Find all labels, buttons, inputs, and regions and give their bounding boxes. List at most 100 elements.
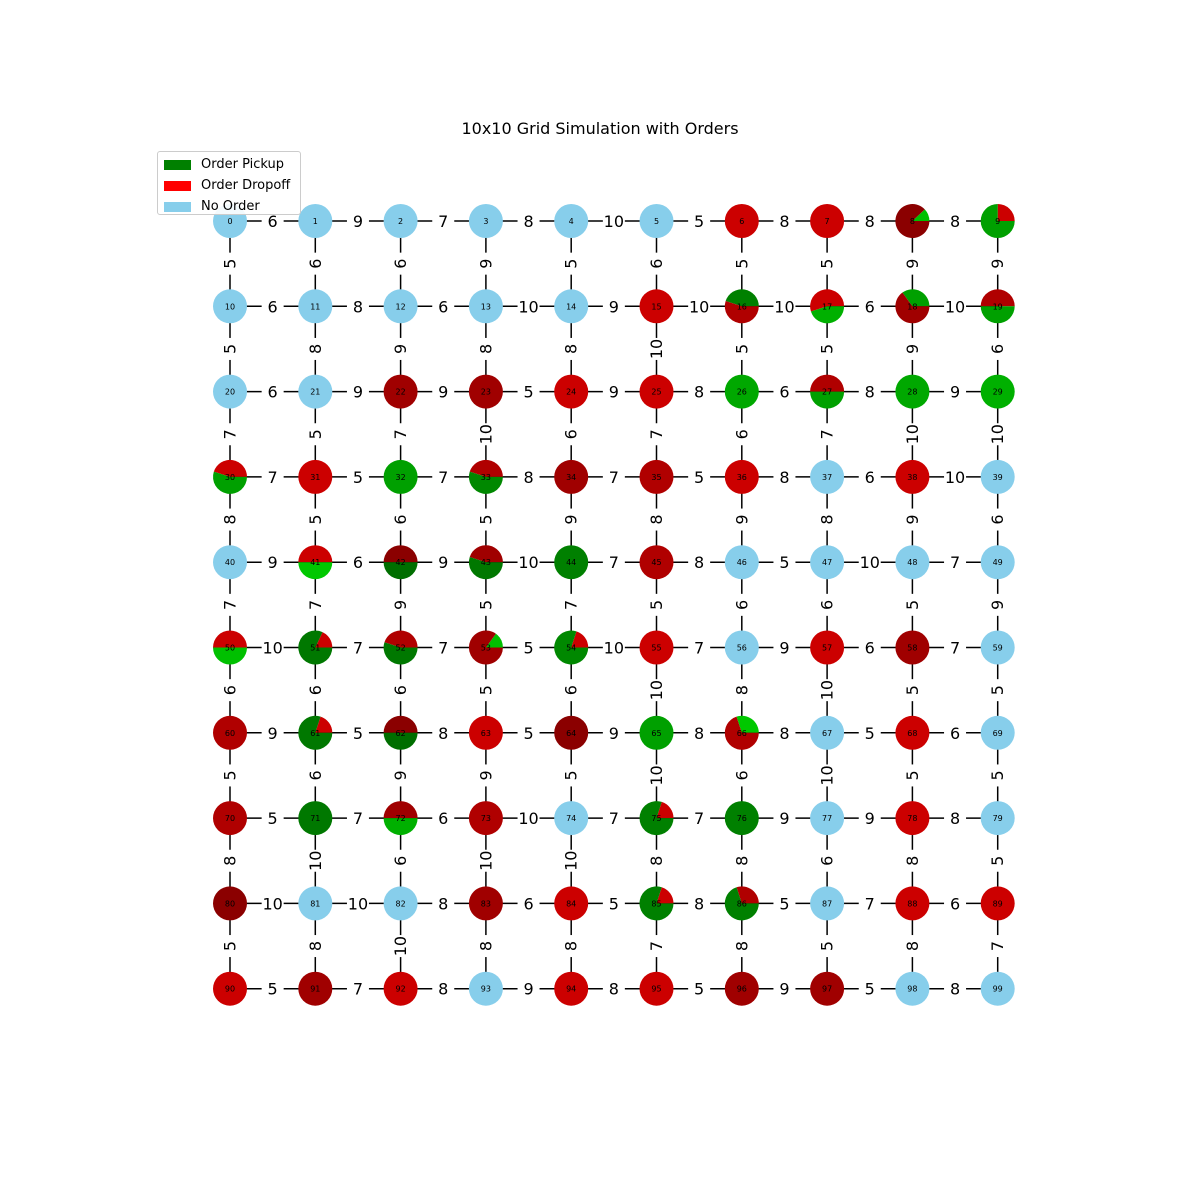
edge-label-bg bbox=[858, 978, 881, 999]
node-label: 35 bbox=[651, 473, 661, 482]
node-label: 14 bbox=[566, 302, 576, 311]
edge-label-bg bbox=[817, 337, 838, 360]
node-label: 46 bbox=[737, 558, 747, 567]
edge-label-bg bbox=[987, 508, 1008, 531]
edge-weight-label: 5 bbox=[865, 724, 875, 743]
edge-label-bg bbox=[688, 637, 711, 658]
node-42: 42 bbox=[383, 545, 418, 580]
edge-weight-label: 5 bbox=[903, 770, 922, 780]
node-label: 48 bbox=[907, 558, 917, 567]
node-49: 49 bbox=[980, 545, 1015, 580]
node-slice bbox=[315, 716, 333, 733]
edge-weight-label: 9 bbox=[609, 297, 619, 316]
edge-weight-label: 6 bbox=[562, 685, 581, 695]
edge-weight-label: 7 bbox=[950, 553, 960, 572]
edge-weight-label: 8 bbox=[950, 212, 960, 231]
node-slice bbox=[639, 715, 674, 750]
node-slice bbox=[383, 204, 418, 238]
node-slice bbox=[902, 289, 930, 307]
node-slice bbox=[383, 971, 418, 1006]
edge-label-bg bbox=[305, 423, 326, 446]
edge-label-bg bbox=[602, 211, 625, 231]
edge-weight-label: 5 bbox=[523, 639, 533, 658]
edge-label-bg bbox=[817, 508, 838, 531]
node-29: 29 bbox=[980, 374, 1015, 409]
node-label: 2 bbox=[398, 217, 403, 226]
edge-weight-label: 8 bbox=[562, 344, 581, 354]
node-slice bbox=[997, 204, 1015, 221]
edge-label-bg bbox=[475, 337, 496, 360]
node-label: 61 bbox=[310, 729, 320, 738]
edge-weight-label: 8 bbox=[865, 383, 875, 402]
edge-label-bg bbox=[817, 849, 838, 872]
edge-weight-label: 8 bbox=[221, 514, 240, 524]
edge-weight-label: 7 bbox=[647, 941, 666, 951]
edge-label-bg bbox=[602, 552, 625, 573]
node-label: 87 bbox=[822, 899, 832, 908]
node-slice bbox=[656, 887, 674, 904]
edge-weight-label: 8 bbox=[732, 941, 751, 951]
node-label: 10 bbox=[225, 302, 235, 311]
edge-weight-label: 9 bbox=[903, 514, 922, 524]
node-61: 61 bbox=[298, 715, 333, 750]
edge-label-bg bbox=[390, 679, 411, 702]
edge-weight-label: 10 bbox=[348, 894, 368, 913]
node-34: 34 bbox=[554, 459, 589, 494]
node-slice bbox=[980, 204, 1015, 238]
edge-label-bg bbox=[773, 466, 796, 487]
node-27: 27 bbox=[810, 374, 845, 409]
edge-label-bg bbox=[902, 252, 923, 275]
node-57: 57 bbox=[810, 630, 845, 665]
node-92: 92 bbox=[383, 971, 418, 1006]
edge-label-bg bbox=[346, 296, 369, 317]
node-slice bbox=[724, 459, 759, 494]
edge-label-bg bbox=[602, 466, 625, 487]
node-label: 28 bbox=[907, 388, 917, 397]
edge-weight-label: 6 bbox=[306, 259, 325, 269]
edge-weight-label: 7 bbox=[391, 429, 410, 439]
edge-label-bg bbox=[944, 978, 967, 999]
edge-weight-label: 7 bbox=[818, 429, 837, 439]
node-label: 71 bbox=[310, 814, 320, 823]
node-slice bbox=[213, 471, 247, 494]
node-slice bbox=[980, 886, 1015, 921]
node-label: 0 bbox=[227, 217, 232, 226]
node-label: 95 bbox=[651, 985, 661, 994]
edge-weight-label: 7 bbox=[438, 639, 448, 658]
edge-label-bg bbox=[902, 849, 923, 872]
node-87: 87 bbox=[810, 886, 845, 921]
edge-label-bg bbox=[817, 593, 838, 616]
edge-weight-label: 7 bbox=[694, 809, 704, 828]
edge-weight-label: 5 bbox=[306, 429, 325, 439]
edge-label-bg bbox=[390, 423, 411, 446]
edge-label-bg bbox=[390, 252, 411, 275]
node-slice bbox=[383, 715, 418, 733]
node-label: 69 bbox=[993, 729, 1003, 738]
edge-weight-label: 6 bbox=[865, 639, 875, 658]
legend-swatch-dropoff bbox=[164, 180, 191, 191]
edge-label-bg bbox=[561, 593, 582, 616]
node-slice bbox=[724, 204, 759, 238]
edge-label-bg bbox=[475, 593, 496, 616]
node-12: 12 bbox=[383, 289, 418, 324]
edge-weight-label: 9 bbox=[779, 639, 789, 658]
edge-weight-label: 10 bbox=[391, 936, 410, 956]
edge-weight-label: 5 bbox=[779, 894, 789, 913]
edge-label-bg bbox=[902, 423, 923, 446]
node-25: 25 bbox=[639, 374, 674, 409]
edge-label-bg bbox=[346, 552, 369, 573]
node-30: 30 bbox=[213, 459, 248, 494]
edge-label-bg bbox=[902, 593, 923, 616]
edge-weight-label: 5 bbox=[562, 770, 581, 780]
edge-weight-label: 9 bbox=[562, 514, 581, 524]
edge-label-bg bbox=[902, 337, 923, 360]
node-37: 37 bbox=[810, 459, 845, 494]
node-86: 86 bbox=[724, 886, 759, 921]
node-label: 79 bbox=[993, 814, 1003, 823]
edge-weight-label: 10 bbox=[988, 424, 1007, 444]
node-label: 83 bbox=[481, 899, 491, 908]
edge-weight-label: 10 bbox=[647, 680, 666, 700]
node-63: 63 bbox=[468, 715, 503, 750]
edge-label-bg bbox=[731, 252, 752, 275]
